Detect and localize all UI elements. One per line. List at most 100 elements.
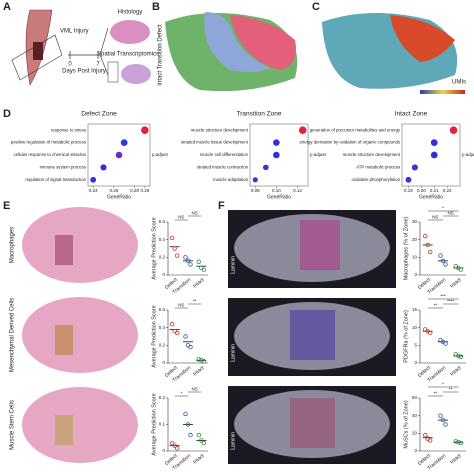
point xyxy=(443,341,448,346)
y-tick-label: 0 xyxy=(414,360,417,365)
legend-title: p.adjust xyxy=(462,152,474,157)
stain xyxy=(290,310,335,360)
y-axis-label: Average Prediction Score xyxy=(151,393,157,455)
dot xyxy=(90,176,97,183)
sig-label: NS xyxy=(178,215,184,220)
x-axis-label: GeneRatio xyxy=(107,194,131,200)
y-tick-label: 0.6 xyxy=(159,307,166,312)
point xyxy=(196,432,202,438)
sig-label: NS xyxy=(448,211,454,216)
y-tick-label: 0 xyxy=(162,448,165,453)
point xyxy=(425,242,430,248)
stain-label: Laminin xyxy=(230,432,236,450)
sig-label: ** xyxy=(434,303,438,308)
sig-label: NS xyxy=(192,211,198,216)
x-axis-label: GeneRatio xyxy=(419,194,443,200)
histology xyxy=(22,207,138,283)
dot xyxy=(120,139,128,146)
panel-letter: E xyxy=(3,200,10,212)
panel-a: VML Injury 0 7 Days Post Injury Histolog… xyxy=(11,10,159,86)
sig-label: ** xyxy=(193,299,197,304)
stain xyxy=(290,398,335,448)
sig-label: **** xyxy=(447,299,454,304)
y-tick-label: 10 xyxy=(412,325,418,330)
stain-label: Laminin xyxy=(230,256,236,274)
x-tick-label: Intact xyxy=(449,365,463,378)
term-label: response to stress xyxy=(51,127,86,132)
point xyxy=(427,330,433,336)
stain-label: Laminin xyxy=(230,344,236,362)
term-label: muscle structure development xyxy=(343,152,401,157)
dot xyxy=(298,126,307,134)
hotspot xyxy=(55,235,73,265)
x-tick-label: 0.26 xyxy=(109,188,118,193)
label: 7 xyxy=(96,62,100,68)
point xyxy=(169,321,175,327)
term-label: oxidative phosphorylation xyxy=(352,177,401,182)
dot xyxy=(430,151,438,159)
point xyxy=(458,354,464,359)
point xyxy=(201,440,207,446)
legend-title: p.adjust xyxy=(152,152,169,157)
histology-image xyxy=(110,20,150,44)
x-tick-label: 0.10 xyxy=(272,188,281,193)
term-label: positive regulation of metabolic process xyxy=(11,140,86,145)
sig-label: * xyxy=(180,391,182,396)
zone-label: Intact Transition Defect xyxy=(158,24,164,86)
point xyxy=(188,262,193,267)
zone-transition xyxy=(204,12,270,73)
point xyxy=(458,440,464,446)
hotspot xyxy=(55,415,73,445)
y-tick-label: 60 xyxy=(412,395,418,400)
sig-label: NS xyxy=(192,387,198,392)
dot xyxy=(411,164,418,171)
x-tick-label: Intact xyxy=(449,453,463,466)
point xyxy=(453,439,459,444)
point xyxy=(196,357,202,362)
point xyxy=(443,262,448,267)
term-label: muscle structure development xyxy=(191,127,249,132)
y-tick-label: 0 xyxy=(162,272,165,277)
panel-letter: F xyxy=(218,200,225,212)
term-label: muscle adaptation xyxy=(213,177,248,182)
y-axis-label: Average Prediction Score xyxy=(151,305,157,367)
plot-frame xyxy=(87,123,151,187)
y-tick-label: 0.2 xyxy=(159,395,166,400)
y-tick-label: 5 xyxy=(414,343,417,348)
x-tick-label: 0.08 xyxy=(251,188,260,193)
point xyxy=(183,334,188,339)
y-axis-label: Average Prediction Score xyxy=(151,217,157,279)
point xyxy=(183,411,188,417)
stain xyxy=(300,220,340,270)
x-tick-label: Intact xyxy=(192,277,206,290)
panel-letter: D xyxy=(3,108,11,120)
term-label: striated muscle contraction xyxy=(197,165,249,170)
x-tick-label: Intact xyxy=(192,365,206,378)
term-label: regulation of signal transduction xyxy=(25,177,86,182)
term-label: cellular response to chemical stimulus xyxy=(14,152,86,157)
y-tick-label: 0.4 xyxy=(159,325,166,330)
panel-letter: B xyxy=(152,1,160,13)
umi-hot xyxy=(390,15,455,62)
y-axis-label: MuSCs (% of Zone) xyxy=(403,400,409,448)
term-label: ATP metabolic process xyxy=(356,165,400,170)
point xyxy=(443,422,448,427)
point xyxy=(438,413,443,418)
x-tick-label: Intact xyxy=(192,453,206,466)
zone-defect xyxy=(230,15,296,70)
label: Histology xyxy=(118,10,143,16)
x-tick-label: 0.22 xyxy=(443,188,452,193)
arrows xyxy=(99,27,109,76)
point xyxy=(199,438,204,443)
panel-b: Intact Transition Defect xyxy=(158,12,298,92)
sig-label: *** xyxy=(440,294,446,299)
x-tick-label: 0.24 xyxy=(89,188,98,193)
panel-e-images: Macrophages Mesenchymal Derived Cells Mu… xyxy=(10,207,138,463)
dot xyxy=(263,164,269,171)
dot xyxy=(100,164,107,171)
point xyxy=(427,438,433,443)
point xyxy=(440,258,446,264)
slide xyxy=(107,61,119,83)
y-tick-label: 10 xyxy=(412,255,418,260)
point xyxy=(427,249,433,255)
